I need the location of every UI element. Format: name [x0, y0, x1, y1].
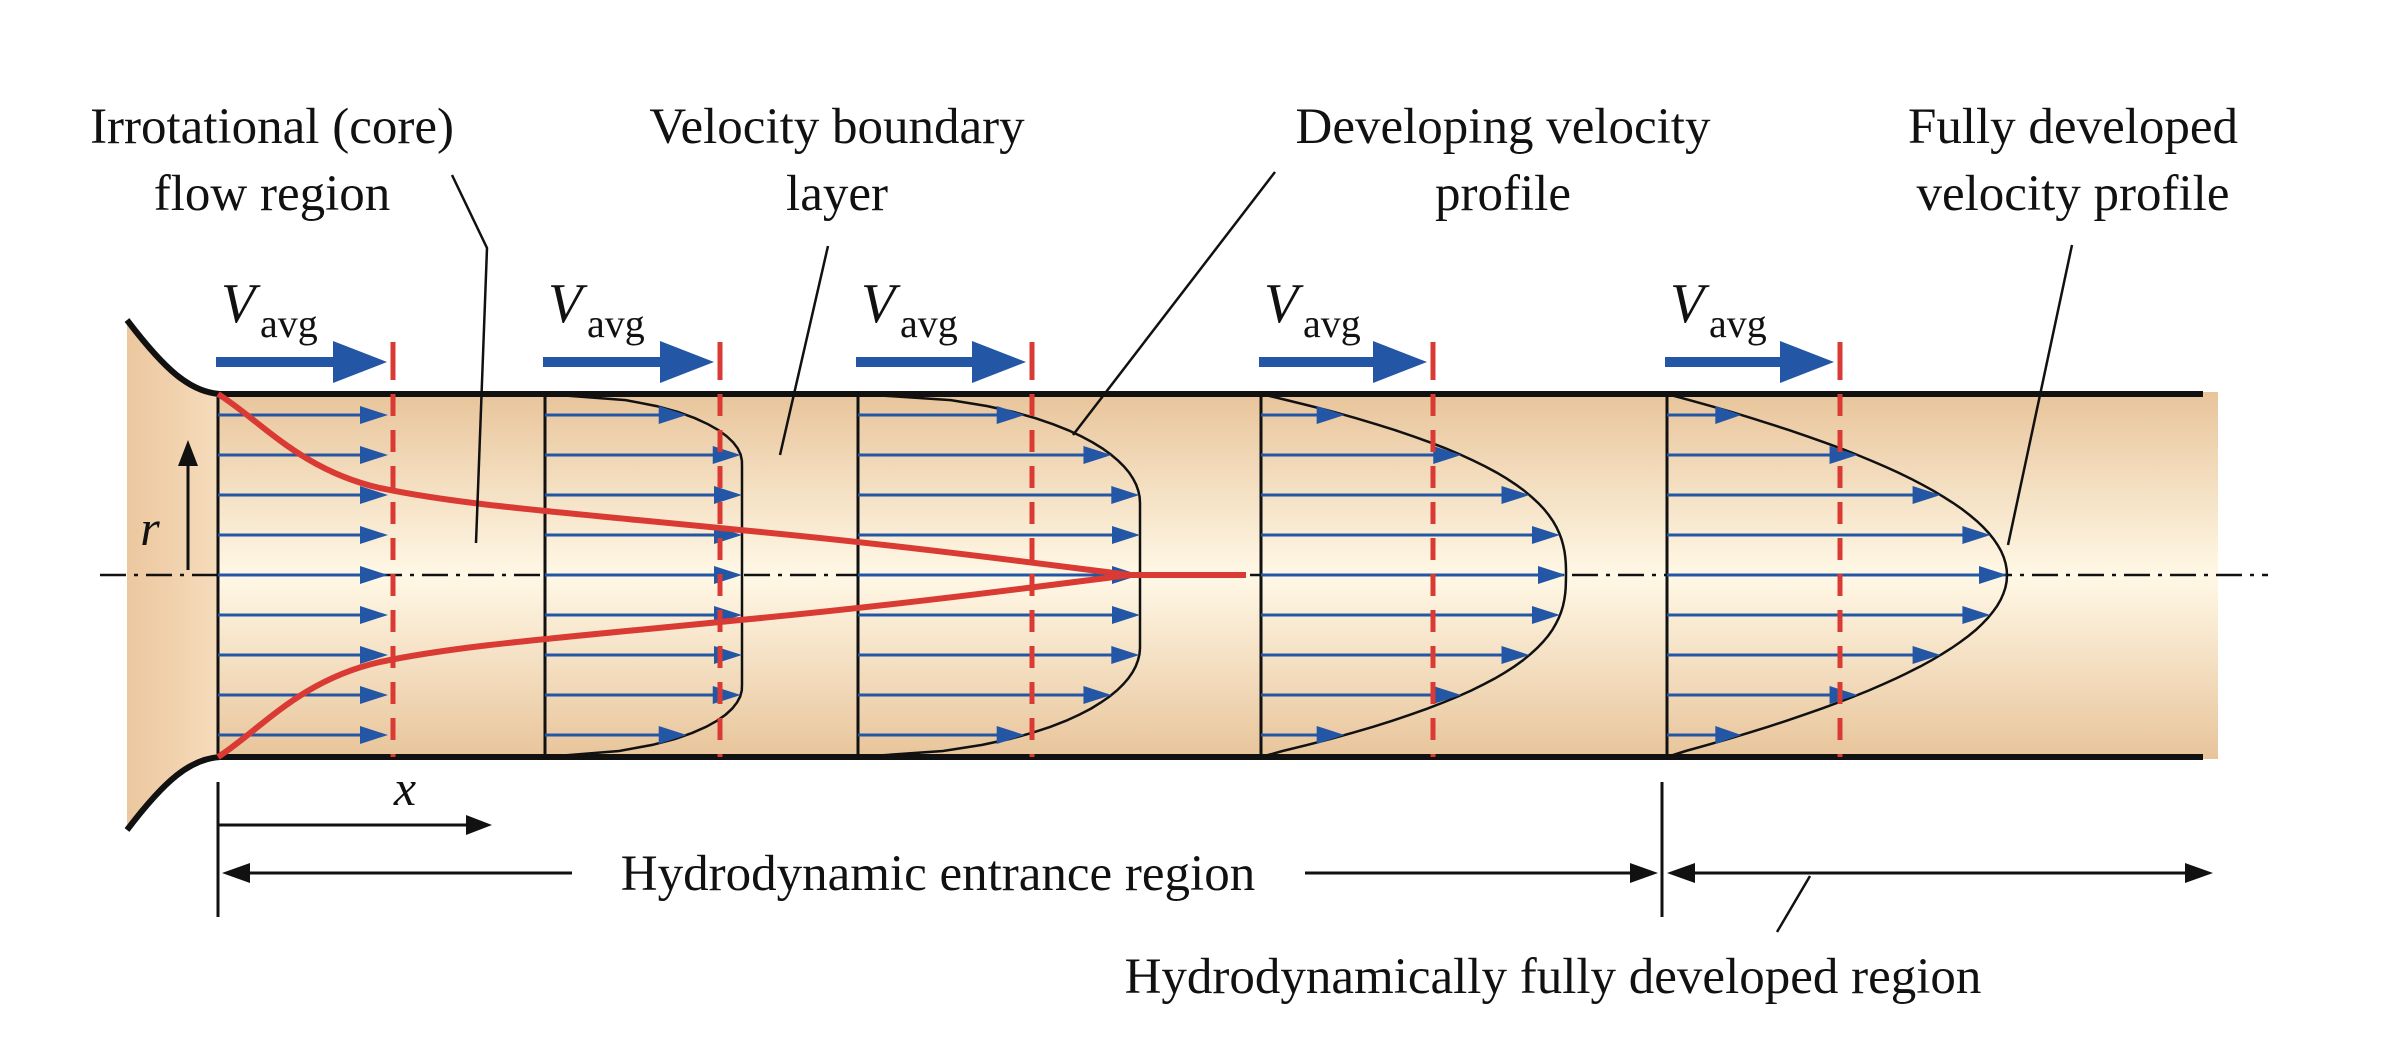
velocity-arrowhead [1912, 646, 1941, 664]
station-3-profile [856, 392, 1142, 759]
velocity-arrowhead [1715, 726, 1742, 744]
entrance-region-arrowhead-right [1630, 863, 1658, 883]
boundary-layer-label-line2: layer [786, 166, 888, 222]
fully-developed-region-arrowhead-right [2185, 863, 2213, 883]
velocity-arrowhead [1433, 446, 1462, 464]
boundary-layer-bottom-curve [216, 572, 1131, 760]
velocity-arrowhead [658, 726, 687, 744]
velocity-arrowhead [360, 726, 388, 744]
fully-developed-region-leader [1775, 875, 1812, 933]
station-1-profile [216, 394, 396, 757]
profile-envelope [1260, 392, 1568, 759]
profile-envelope [544, 392, 744, 759]
developing-profile-label-line2: profile [1435, 166, 1571, 222]
velocity-arrowhead [1829, 686, 1858, 704]
axial-axis-arrowhead [466, 815, 492, 835]
fully-developed-profile-leader [2006, 244, 2074, 546]
velocity-arrowhead [360, 526, 388, 544]
fully-developed-profile-label-line2: velocity profile [1917, 166, 2230, 222]
velocity-arrowhead [1962, 606, 1991, 624]
vavg-label: V [1670, 273, 1710, 335]
velocity-arrowhead [996, 406, 1025, 424]
vavg-subscript: avg [587, 301, 645, 346]
vavg-label: V [1264, 273, 1304, 335]
velocity-arrowhead [1979, 566, 2007, 584]
velocity-arrowhead [1531, 526, 1560, 544]
velocity-arrowhead [1112, 606, 1140, 624]
velocity-arrowhead [360, 566, 388, 584]
velocity-arrowhead [1538, 566, 1566, 584]
velocity-arrowhead [1531, 606, 1560, 624]
velocity-arrowhead [360, 486, 388, 504]
vavg-label: V [861, 273, 901, 335]
velocity-arrowhead [360, 606, 388, 624]
velocity-arrowhead [1829, 446, 1858, 464]
entrance-region-arrowhead-left [222, 863, 250, 883]
vavg-subscript: avg [1709, 301, 1767, 346]
fully-developed-region-arrowhead-left [1667, 863, 1695, 883]
station-5-profile [1665, 392, 2009, 759]
axial-symbol: x [393, 760, 416, 816]
vavg-arrowhead [972, 341, 1026, 383]
core-region-leader [450, 174, 489, 544]
vavg-arrowhead [333, 341, 387, 383]
profile-envelope [1666, 392, 2009, 759]
core-region-label-line2: flow region [154, 166, 391, 222]
velocity-arrowhead [1112, 526, 1140, 544]
velocity-arrowhead [1111, 646, 1140, 664]
velocity-arrowhead [1962, 526, 1991, 544]
boundary-layer-top-curve [216, 391, 1246, 578]
vavg-subscript: avg [1303, 301, 1361, 346]
entrance-region-label: Hydrodynamic entrance region [621, 846, 1255, 902]
velocity-arrowhead [1316, 406, 1345, 424]
fully-developed-region-label: Hydrodynamically fully developed region [1125, 949, 1982, 1005]
velocity-arrowhead [360, 686, 388, 704]
pipe-inlet-bell [127, 320, 220, 830]
developing-profile-label-line1: Developing velocity [1296, 99, 1711, 155]
developing-profile-leader [1072, 171, 1276, 436]
station-4-profile [1259, 392, 1568, 759]
velocity-arrowhead [1912, 486, 1941, 504]
velocity-arrowhead [360, 646, 388, 664]
velocity-arrowhead [1433, 686, 1462, 704]
velocity-arrowhead [1715, 406, 1742, 424]
velocity-arrowhead [658, 406, 687, 424]
core-region-label-line1: Irrotational (core) [90, 99, 454, 155]
velocity-arrowhead [996, 726, 1025, 744]
pipe-top-wall [124, 318, 2203, 397]
velocity-arrowhead [1501, 646, 1530, 664]
boundary-layer-leader [778, 245, 830, 456]
velocity-arrowhead [1316, 726, 1345, 744]
vavg-subscript: avg [900, 301, 958, 346]
vavg-label: V [221, 273, 261, 335]
fully-developed-profile-label-line1: Fully developed [1908, 99, 2238, 155]
velocity-arrowhead [360, 406, 388, 424]
vavg-arrowhead [660, 341, 714, 383]
velocity-arrowhead [1083, 446, 1112, 464]
velocity-arrowhead [360, 446, 388, 464]
velocity-arrowhead [714, 486, 742, 504]
radial-axis-arrowhead [178, 440, 198, 466]
velocity-arrowhead [1083, 686, 1112, 704]
velocity-profiles [216, 392, 2009, 759]
radial-symbol: r [140, 500, 160, 556]
velocity-arrowhead [1501, 486, 1530, 504]
vavg-subscript: avg [260, 301, 318, 346]
vavg-label: V [548, 273, 588, 335]
boundary-layer-label-line1: Velocity boundary [649, 99, 1025, 155]
vavg-arrowhead [1780, 341, 1834, 383]
velocity-arrowhead [1111, 486, 1140, 504]
vavg-arrowhead [1373, 341, 1427, 383]
pipe-bottom-wall [124, 754, 2203, 832]
